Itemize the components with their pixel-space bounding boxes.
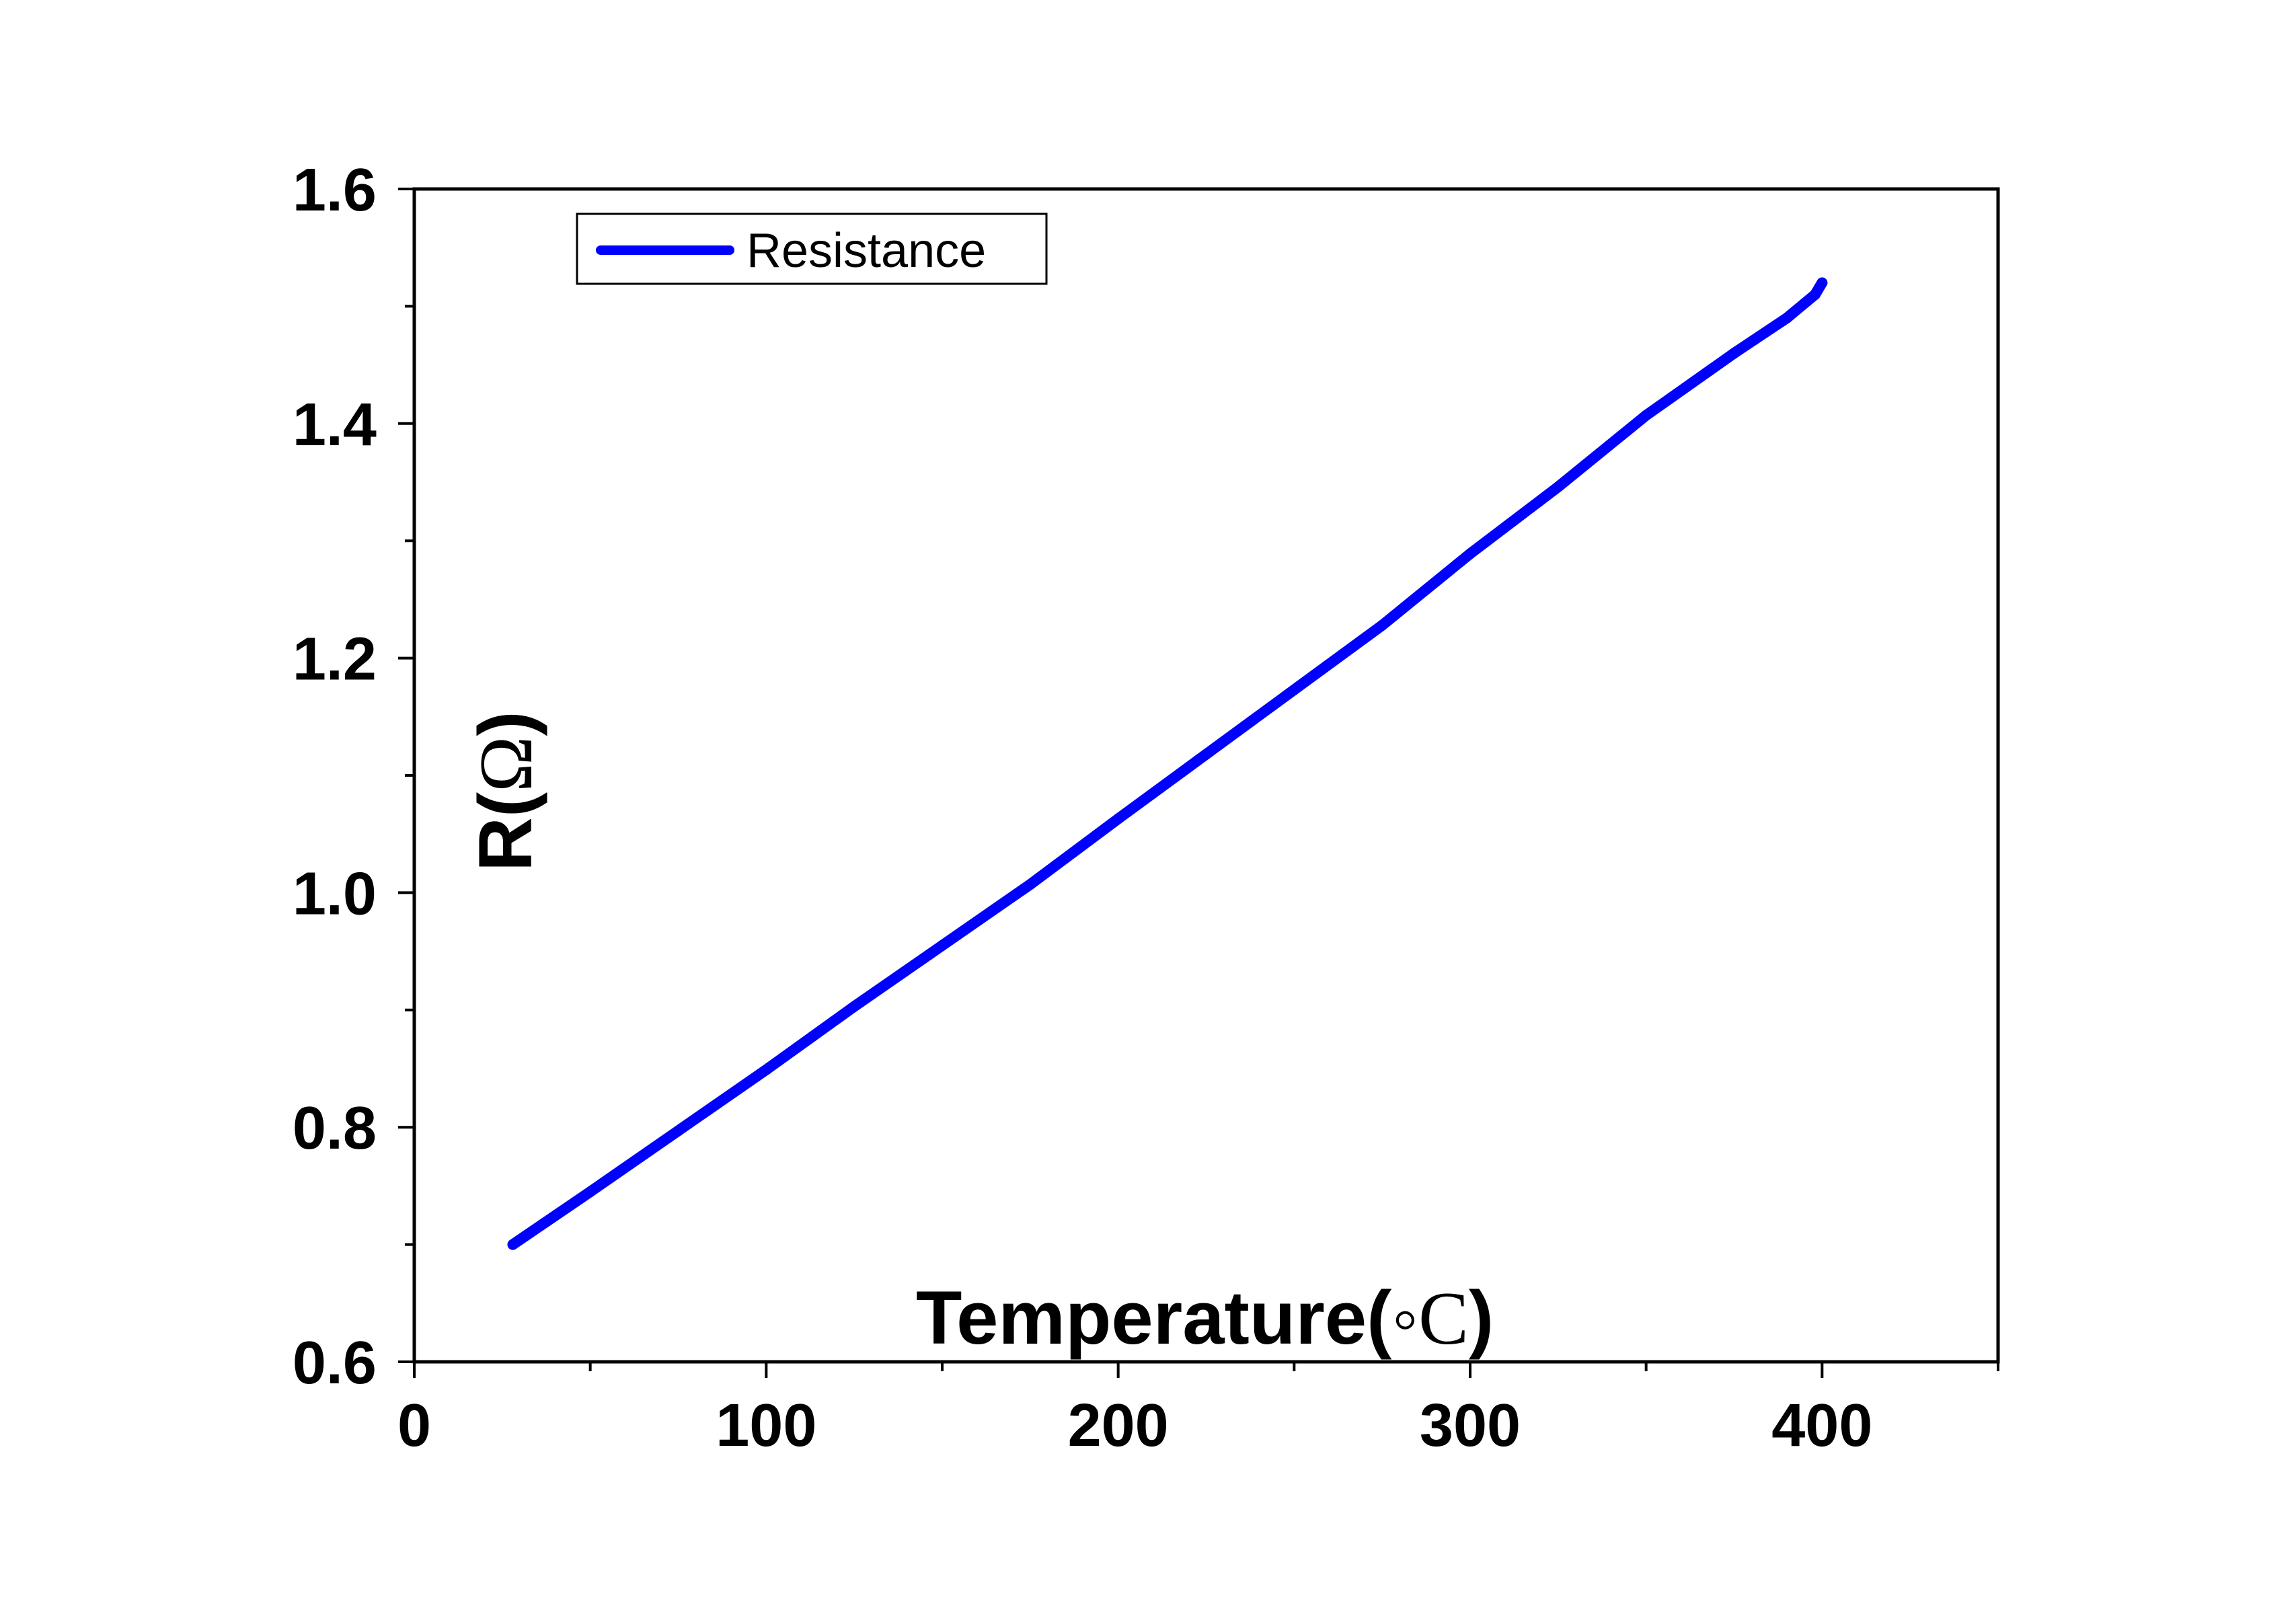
y-tick-label: 1.0 xyxy=(293,860,377,927)
data-point xyxy=(937,939,948,951)
y-axis-title-main: R( xyxy=(463,792,547,872)
data-point xyxy=(1552,481,1564,492)
data-point xyxy=(1782,312,1792,323)
y-tick-label: 1.2 xyxy=(293,626,377,693)
x-axis-title: Temperature(◦C) xyxy=(916,1276,1494,1360)
data-point xyxy=(1640,410,1652,421)
data-point xyxy=(1816,277,1828,289)
series-layer xyxy=(507,277,1828,1250)
legend-label-resistance: Resistance xyxy=(747,224,986,278)
x-axis-tick-labels: 0 100 200 300 400 xyxy=(397,1392,1872,1459)
data-point xyxy=(1465,548,1476,560)
series-line-resistance xyxy=(507,277,1828,1250)
y-axis-title-close: ) xyxy=(463,711,547,736)
y-axis-tick-labels: 0.6 0.8 1.0 1.2 1.4 1.6 xyxy=(293,157,377,1397)
data-point xyxy=(1809,289,1821,300)
data-point xyxy=(1289,684,1300,695)
x-axis-title-close: ) xyxy=(1469,1276,1494,1360)
x-tick-label: 100 xyxy=(716,1392,816,1459)
data-point xyxy=(761,1064,772,1075)
x-axis-title-main: Temperature( xyxy=(916,1276,1392,1360)
x-axis-title-unit: ◦C xyxy=(1391,1277,1468,1360)
x-axis-ticks xyxy=(413,1362,1999,1378)
data-point xyxy=(849,1001,860,1012)
data-point xyxy=(673,1125,684,1137)
x-tick-label: 0 xyxy=(397,1392,431,1459)
data-point xyxy=(1200,748,1212,760)
data-point xyxy=(1024,879,1036,890)
y-axis-title: R(Ω) xyxy=(463,711,548,872)
x-tick-label: 400 xyxy=(1771,1392,1872,1459)
data-point xyxy=(507,1239,519,1250)
data-point xyxy=(1377,619,1388,631)
data-point xyxy=(584,1186,596,1198)
y-tick-label: 1.6 xyxy=(293,157,377,224)
x-tick-label: 200 xyxy=(1068,1392,1169,1459)
x-tick-label: 300 xyxy=(1420,1392,1521,1459)
data-point xyxy=(1728,348,1740,359)
y-tick-label: 1.4 xyxy=(293,391,377,459)
data-point xyxy=(1112,813,1124,824)
y-tick-label: 0.6 xyxy=(293,1330,377,1397)
y-axis-ticks xyxy=(398,188,414,1363)
legend: Resistance xyxy=(576,213,1048,285)
y-tick-label: 0.8 xyxy=(293,1095,377,1162)
y-axis-title-unit: Ω xyxy=(465,736,548,792)
plot-frame xyxy=(412,187,2000,1364)
